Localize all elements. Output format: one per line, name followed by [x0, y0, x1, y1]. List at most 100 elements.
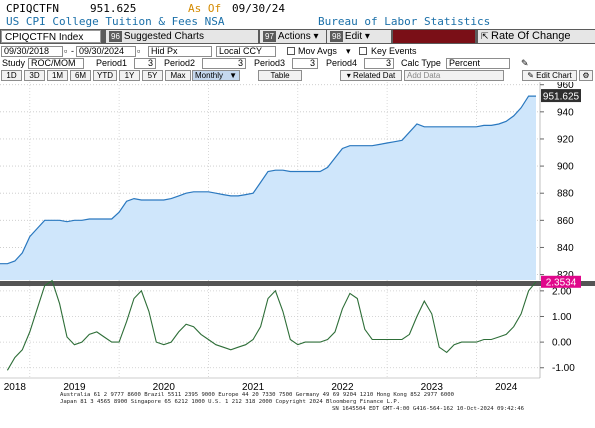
- last-roc-label: 2.3534: [546, 277, 577, 288]
- actions-menu[interactable]: 97 Actions ▾: [260, 30, 326, 43]
- period2-label: Period2: [164, 58, 196, 68]
- command-input[interactable]: [393, 30, 475, 43]
- last-value-badges: 951.625 2.3534: [541, 89, 581, 288]
- upper-y-axis: 820 840 860 880 900 920 940 960: [539, 82, 574, 281]
- ticker: CPIQCTFN: [6, 2, 59, 15]
- key-events-checkbox[interactable]: [359, 47, 367, 55]
- period-button-1y[interactable]: 1Y: [119, 70, 140, 81]
- suggested-charts-label: Suggested Charts: [123, 31, 204, 42]
- edit-menu[interactable]: 98 Edit ▾: [327, 30, 391, 43]
- rate-of-change-label: Rate Of Change: [491, 30, 571, 42]
- period-button-1d[interactable]: 1D: [1, 70, 22, 81]
- study-select[interactable]: ROC/MOM: [28, 58, 84, 69]
- edit-label: Edit: [344, 31, 363, 42]
- currency-select[interactable]: Local CCY: [216, 46, 276, 57]
- frequency-label: Monthly: [195, 71, 224, 80]
- asof-label: As Of: [188, 2, 222, 15]
- chevron-down-icon: ▾: [310, 31, 319, 42]
- last-roc-badge: [541, 275, 581, 288]
- chart-options-button[interactable]: ⚙: [579, 70, 593, 81]
- price-field-select[interactable]: Hid Px: [148, 46, 212, 57]
- popout-icon: ⇱: [481, 31, 492, 41]
- last-price-badge: [541, 89, 581, 103]
- mov-avgs-checkbox[interactable]: [287, 47, 295, 55]
- lower-panel-grid: [0, 290, 540, 369]
- lower-y-axis: 2.00 1.00 0.00 -1.00: [539, 286, 575, 378]
- chevron-down-icon: ▾: [346, 71, 353, 80]
- calc-type-select[interactable]: Percent: [446, 58, 510, 69]
- x-tick-label: 2022: [331, 382, 354, 393]
- period-button-3d[interactable]: 3D: [24, 70, 45, 81]
- y-tick-label: 0.00: [552, 338, 572, 349]
- last-price: 951.625: [90, 2, 137, 15]
- y-tick-label: 880: [557, 189, 574, 200]
- period-button-max[interactable]: Max: [165, 70, 191, 81]
- chart-toolbar: CPIQCTFN Index 96 Suggested Charts 97 Acti…: [0, 29, 595, 44]
- period2-field[interactable]: 3: [202, 58, 246, 69]
- period4-field[interactable]: 3: [364, 58, 394, 69]
- x-tick-label: 2019: [63, 382, 86, 393]
- footer-line-2: Japan 81 3 4565 8900 Singapore 65 6212 1…: [60, 399, 401, 405]
- x-tick-label: 2021: [242, 382, 265, 393]
- frequency-select[interactable]: Monthly ▼: [192, 70, 240, 81]
- key-events-label: Key Events: [371, 46, 417, 56]
- suggested-charts-button[interactable]: 96 Suggested Charts: [106, 30, 258, 43]
- y-tick-label: 820: [557, 270, 574, 281]
- add-data-field[interactable]: Add Data: [404, 70, 504, 81]
- edit-chart-label: Edit Chart: [536, 71, 572, 80]
- x-axis: 2018 2019 2020 2021 2022 2023 2024: [0, 377, 540, 393]
- chevron-down-icon: ▾: [362, 31, 370, 42]
- study-row: Study ROC/MOM Period1 3 Period2 3 Period…: [0, 58, 595, 69]
- calendar-icon[interactable]: ▫: [64, 46, 68, 56]
- start-date-field[interactable]: 09/30/2018: [1, 46, 63, 57]
- study-label: Study: [2, 58, 26, 68]
- period-button-5y[interactable]: 5Y: [142, 70, 163, 81]
- y-tick-label: -1.00: [552, 363, 575, 374]
- security-name: US CPI College Tuition & Fees NSA: [6, 15, 225, 28]
- chevron-down-icon[interactable]: ▾: [346, 46, 351, 56]
- edit-chart-button[interactable]: ✎ Edit Chart: [522, 70, 577, 81]
- mov-avgs-label: Mov Avgs: [298, 46, 337, 56]
- x-tick-label: 2020: [153, 382, 176, 393]
- footer-line-3: SN 1645504 EDT GMT-4:00 G416-564-162 10-…: [332, 406, 524, 412]
- period3-field[interactable]: 3: [292, 58, 318, 69]
- period-buttons-row: 1D 3D 1M 6M YTD 1Y 5Y Max Monthly ▼ Table…: [0, 69, 595, 82]
- end-date-field[interactable]: 09/30/2024: [76, 46, 136, 57]
- y-tick-label: 1.00: [552, 312, 572, 323]
- calc-type-label: Calc Type: [401, 58, 441, 68]
- source-name: Bureau of Labor Statistics: [318, 15, 491, 28]
- asof-date: 09/30/24: [232, 2, 285, 15]
- suggested-charts-number: 96: [109, 31, 122, 42]
- price-and-roc-chart[interactable]: 820 840 860 880 900 920 940 960 2.00 1.00 0.00 -1.…: [0, 82, 595, 400]
- y-tick-label: 860: [557, 216, 574, 227]
- bloomberg-footer: Australia 61 2 9777 8600 Brazil 5511 239…: [0, 390, 595, 428]
- period1-label: Period1: [96, 58, 128, 68]
- calendar-icon[interactable]: ▫: [137, 46, 141, 56]
- y-tick-label: 940: [557, 107, 574, 118]
- y-tick-label: 2.00: [552, 286, 572, 297]
- related-data-label: Related Dat: [353, 71, 396, 80]
- header-line-2: US CPI College Tuition & Fees NSA Bureau…: [0, 15, 595, 29]
- actions-label: Actions: [277, 31, 311, 42]
- price-area-line: [0, 95, 536, 265]
- period1-field[interactable]: 3: [134, 58, 156, 69]
- index-field[interactable]: CPIQCTFN Index: [1, 30, 101, 43]
- period4-label: Period4: [326, 58, 358, 68]
- price-area-fill: [0, 96, 536, 280]
- roc-line: [6, 279, 537, 371]
- period-button-ytd[interactable]: YTD: [93, 70, 117, 81]
- related-data-button[interactable]: ▾ Related Dat: [340, 70, 402, 81]
- y-tick-label: 920: [557, 134, 574, 145]
- chevron-down-icon: ▼: [229, 71, 237, 80]
- y-tick-label: 960: [557, 82, 574, 91]
- rate-of-change-tab[interactable]: ⇱ Rate Of Change: [478, 30, 595, 43]
- pencil-icon[interactable]: ✎: [521, 58, 529, 68]
- edit-number: 98: [330, 31, 343, 42]
- pencil-icon: ✎: [527, 71, 537, 80]
- table-button[interactable]: Table: [258, 70, 302, 81]
- footer-line-1: Australia 61 2 9777 8600 Brazil 5511 239…: [60, 392, 455, 398]
- period-button-1m[interactable]: 1M: [47, 70, 68, 81]
- x-tick-label: 2024: [495, 382, 518, 393]
- header-line-1: CPIQCTFN 951.625 As Of 09/30/24: [0, 0, 595, 16]
- period-button-6m[interactable]: 6M: [70, 70, 91, 81]
